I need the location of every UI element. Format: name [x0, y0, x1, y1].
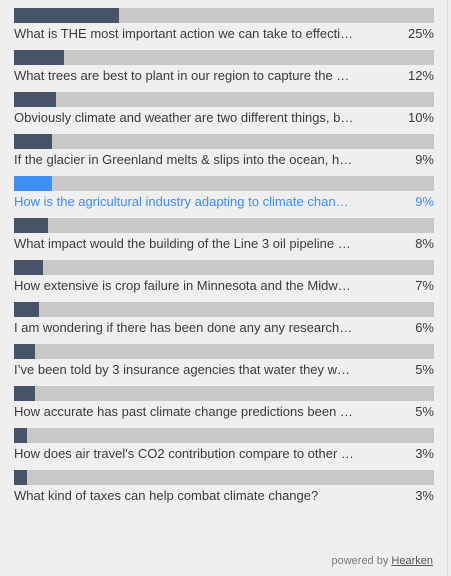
vote-bar-track: [14, 470, 434, 485]
question-percent: 25%: [407, 26, 434, 41]
vote-bar-track: [14, 260, 434, 275]
question-text[interactable]: I am wondering if there has been done an…: [14, 320, 354, 335]
question-row[interactable]: What kind of taxes can help combat clima…: [14, 470, 434, 512]
vote-bar-track: [14, 176, 434, 191]
question-text[interactable]: What trees are best to plant in our regi…: [14, 68, 354, 83]
question-percent: 8%: [415, 236, 434, 251]
question-row[interactable]: How accurate has past climate change pre…: [14, 386, 434, 428]
question-percent: 5%: [415, 362, 434, 377]
vote-bar-fill: [14, 176, 52, 191]
hearken-link[interactable]: Hearken: [391, 555, 433, 567]
question-row[interactable]: Obviously climate and weather are two di…: [14, 92, 434, 134]
question-text[interactable]: How does air travel's CO2 contribution c…: [14, 446, 354, 461]
vote-bar-fill: [14, 428, 27, 443]
powered-by-footer: powered by Hearken: [331, 555, 433, 567]
question-list: What is THE most important action we can…: [14, 8, 434, 512]
question-row[interactable]: How does air travel's CO2 contribution c…: [14, 428, 434, 470]
vote-bar-track: [14, 386, 434, 401]
question-row[interactable]: I’ve been told by 3 insurance agencies t…: [14, 344, 434, 386]
vote-bar-fill: [14, 260, 44, 275]
question-text[interactable]: How extensive is crop failure in Minneso…: [14, 278, 354, 293]
question-row[interactable]: If the glacier in Greenland melts & slip…: [14, 134, 434, 176]
vote-bar-track: [14, 50, 434, 65]
vote-bar-fill: [14, 344, 35, 359]
question-text[interactable]: I’ve been told by 3 insurance agencies t…: [14, 362, 354, 377]
question-percent: 12%: [407, 68, 434, 83]
question-percent: 7%: [415, 278, 434, 293]
question-row[interactable]: What trees are best to plant in our regi…: [14, 50, 434, 92]
question-percent: 10%: [407, 110, 434, 125]
vote-bar-track: [14, 428, 434, 443]
vote-bar-fill: [14, 386, 35, 401]
question-text[interactable]: Obviously climate and weather are two di…: [14, 110, 354, 125]
question-text[interactable]: How accurate has past climate change pre…: [14, 404, 354, 419]
question-percent: 5%: [415, 404, 434, 419]
question-text[interactable]: What is THE most important action we can…: [14, 26, 354, 41]
question-text[interactable]: How is the agricultural industry adaptin…: [14, 194, 354, 209]
vote-bar-track: [14, 218, 434, 233]
vote-bar-track: [14, 92, 434, 107]
vote-bar-fill: [14, 134, 52, 149]
vote-bar-track: [14, 134, 434, 149]
vote-bar-fill: [14, 50, 65, 65]
vote-bar-fill: [14, 470, 27, 485]
vote-bar-fill: [14, 8, 119, 23]
vote-bar-track: [14, 8, 434, 23]
powered-by-text: powered by: [331, 555, 389, 567]
vote-bar-fill: [14, 92, 56, 107]
question-percent: 6%: [415, 320, 434, 335]
vote-bar-fill: [14, 218, 48, 233]
vote-bar-fill: [14, 302, 40, 317]
question-row[interactable]: How is the agricultural industry adaptin…: [14, 176, 434, 218]
question-row[interactable]: What is THE most important action we can…: [14, 8, 434, 50]
question-text[interactable]: What kind of taxes can help combat clima…: [14, 488, 319, 503]
question-text[interactable]: If the glacier in Greenland melts & slip…: [14, 152, 354, 167]
question-percent: 3%: [415, 446, 434, 461]
vote-bar-track: [14, 344, 434, 359]
question-row[interactable]: I am wondering if there has been done an…: [14, 302, 434, 344]
vote-bar-track: [14, 302, 434, 317]
question-percent: 9%: [415, 152, 434, 167]
question-percent: 9%: [415, 194, 434, 209]
question-percent: 3%: [415, 488, 434, 503]
question-row[interactable]: What impact would the building of the Li…: [14, 218, 434, 260]
question-row[interactable]: How extensive is crop failure in Minneso…: [14, 260, 434, 302]
question-text[interactable]: What impact would the building of the Li…: [14, 236, 354, 251]
